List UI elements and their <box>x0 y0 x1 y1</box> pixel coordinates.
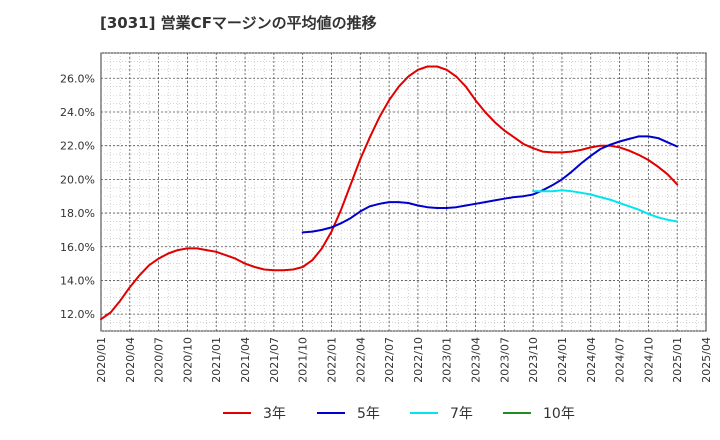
series-lines <box>100 65 679 321</box>
legend-label: 5年 <box>357 406 380 422</box>
series-line-1 <box>100 65 679 321</box>
y-tick-label: 18.0% <box>60 207 95 220</box>
legend: 3年 5年 7年 10年 <box>223 406 575 422</box>
x-tick-label: 2023/07 <box>498 337 511 383</box>
x-tick-label: 2022/04 <box>354 337 367 383</box>
series-line-3 <box>532 189 679 223</box>
x-tick-label: 2024/01 <box>556 337 569 383</box>
x-tick-label: 2025/04 <box>700 337 713 383</box>
x-tick-label: 2023/10 <box>527 337 540 383</box>
y-tick-label: 14.0% <box>60 274 95 287</box>
y-tick-label: 26.0% <box>60 72 95 85</box>
x-tick-label: 2025/01 <box>671 337 684 383</box>
x-tick-label: 2020/01 <box>95 337 108 383</box>
x-tick-label: 2024/04 <box>585 337 598 383</box>
y-tick-label: 16.0% <box>60 241 95 254</box>
y-axis: 12.0% 14.0% 16.0% 18.0% 20.0% 22.0% 24.0% 26.0% <box>60 72 95 321</box>
plot-frame <box>100 52 707 332</box>
y-tick-label: 12.0% <box>60 308 95 321</box>
y-tick-label: 24.0% <box>60 106 95 119</box>
legend-label: 7年 <box>450 406 473 422</box>
x-axis: 2020/01 2020/04 2020/07 2020/10 2021/01 2021/… <box>95 337 713 383</box>
plot-area <box>100 52 707 332</box>
x-tick-label: 2021/01 <box>210 337 223 383</box>
legend-label: 3年 <box>263 406 286 422</box>
x-tick-label: 2022/07 <box>383 337 396 383</box>
x-tick-label: 2022/01 <box>325 337 338 383</box>
x-tick-label: 2020/07 <box>153 337 166 383</box>
legend-label: 10年 <box>543 406 575 422</box>
series-line-2 <box>301 135 679 234</box>
grid <box>101 52 706 332</box>
x-tick-label: 2024/10 <box>642 337 655 383</box>
x-tick-label: 2020/04 <box>124 337 137 383</box>
x-tick-label: 2023/01 <box>441 337 454 383</box>
y-tick-label: 20.0% <box>60 173 95 186</box>
x-tick-label: 2021/10 <box>297 337 310 383</box>
x-tick-label: 2021/04 <box>239 337 252 383</box>
x-tick-label: 2022/10 <box>412 337 425 383</box>
x-tick-label: 2020/10 <box>181 337 194 383</box>
x-tick-label: 2021/07 <box>268 337 281 383</box>
x-tick-label: 2023/04 <box>470 337 483 383</box>
y-tick-label: 22.0% <box>60 140 95 153</box>
chart-title: [3031] 営業CFマージンの平均値の推移 <box>100 14 377 32</box>
x-tick-label: 2024/07 <box>614 337 627 383</box>
